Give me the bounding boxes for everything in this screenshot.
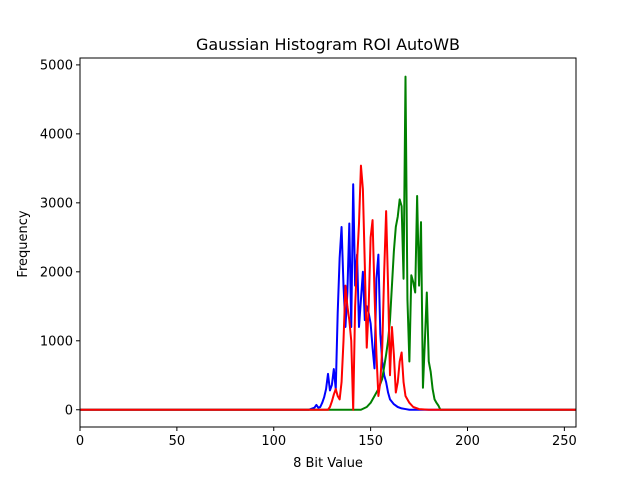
series-layer [80,75,576,411]
x-axis-label: 8 Bit Value [293,456,363,471]
chart-title: Gaussian Histogram ROI AutoWB [196,35,460,54]
y-tick-label: 3000 [40,196,73,211]
series-line-0 [80,183,576,411]
series-line-2 [80,164,576,411]
series-line-1 [80,75,576,411]
y-tick-label: 1000 [40,334,73,349]
y-tick-label: 0 [65,403,73,418]
x-tick-label: 100 [261,434,286,449]
y-tick-label: 4000 [40,127,73,142]
x-tick-label: 200 [455,434,480,449]
y-axis-label: Frequency [16,210,31,277]
x-tick-label: 150 [358,434,383,449]
x-tick-label: 50 [169,434,186,449]
plot-frame [79,57,577,428]
x-tick-label: 0 [76,434,84,449]
y-tick-label: 2000 [40,265,73,280]
x-tick-label: 250 [552,434,577,449]
ticks-layer: 0 50 100 150 200 250 0 1000 2000 3000 4000 5000 [40,58,577,449]
y-tick-label: 5000 [40,58,73,73]
